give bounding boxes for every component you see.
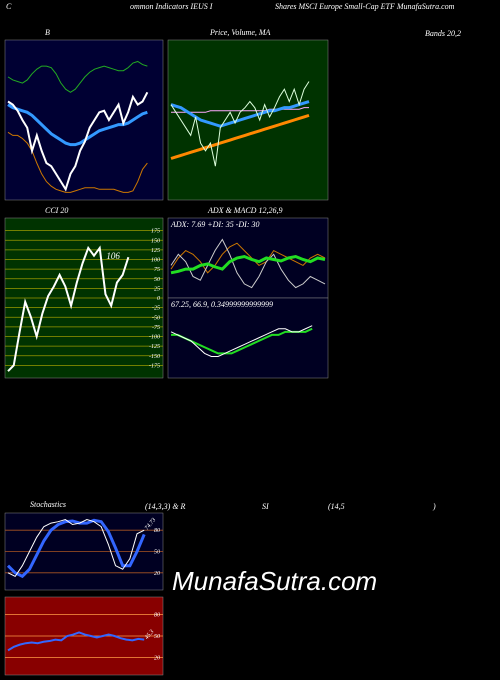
panel <box>167 39 329 201</box>
caption: SI <box>262 502 269 511</box>
y-tick-label: -50 <box>152 315 160 321</box>
caption: (14,5 <box>328 502 345 511</box>
annotation: 106 <box>106 251 120 261</box>
y-tick-label: -125 <box>149 344 160 350</box>
series-line <box>7 91 149 192</box>
y-tick-label: 125 <box>151 248 160 254</box>
panel-title: ADX & MACD 12,26,9 <box>207 206 282 215</box>
panel <box>4 39 164 201</box>
y-tick-label: 0 <box>157 296 160 302</box>
panel-title: Stochastics <box>30 500 66 509</box>
series-line <box>7 103 148 147</box>
annotation: 67.25, 66.9, 0.34999999999999 <box>171 300 273 309</box>
series-line <box>7 631 145 652</box>
series-line <box>170 113 310 160</box>
y-tick-label: -175 <box>149 363 160 369</box>
caption: (14,3,3) & R <box>145 502 186 511</box>
header-text: ommon Indicators IEUS I <box>130 2 213 11</box>
series-line <box>171 327 313 355</box>
y-tick-label: 20 <box>154 571 160 577</box>
y-tick-label: -75 <box>152 325 160 331</box>
header-text: C <box>6 2 12 11</box>
y-tick-label: 25 <box>154 286 160 292</box>
series-line <box>7 519 145 577</box>
y-tick-label: 175 <box>151 229 160 235</box>
series-line <box>170 81 310 167</box>
series-line <box>171 107 309 113</box>
y-tick-label: 80 <box>154 612 160 618</box>
y-tick-label: 80 <box>154 528 160 534</box>
y-tick-label: 50 <box>154 634 160 640</box>
y-tick-label: -25 <box>152 306 160 312</box>
series-line <box>170 242 326 274</box>
header-text: Shares MSCI Europe Small-Cap ETF MunafaS… <box>275 2 455 11</box>
series-line <box>7 245 130 372</box>
panel-title: CCI 20 <box>45 206 68 215</box>
y-tick-label: -150 <box>149 354 160 360</box>
series-line <box>170 100 310 128</box>
series-line <box>7 60 148 93</box>
y-tick-label: 100 <box>151 258 160 264</box>
y-tick-label: 75 <box>154 267 160 273</box>
series-line <box>6 518 146 579</box>
panel-title: Price, Volume, MA <box>209 28 271 37</box>
panel <box>167 297 329 379</box>
annotation: ADX: 7.69 +DI: 35 -DI: 30 <box>170 220 260 229</box>
y-tick-label: 20 <box>154 656 160 662</box>
caption: Bands 20,2 <box>425 29 461 38</box>
series-line <box>170 325 313 357</box>
series-line <box>170 254 326 275</box>
watermark: MunafaSutra.com <box>172 566 377 596</box>
y-tick-label: 50 <box>154 550 160 556</box>
caption: ) <box>432 502 436 511</box>
y-tick-label: -100 <box>149 335 160 341</box>
y-tick-label: 50 <box>154 277 160 283</box>
series-line <box>170 238 326 289</box>
panel-title: B <box>45 28 50 37</box>
y-tick-label: 150 <box>151 238 160 244</box>
